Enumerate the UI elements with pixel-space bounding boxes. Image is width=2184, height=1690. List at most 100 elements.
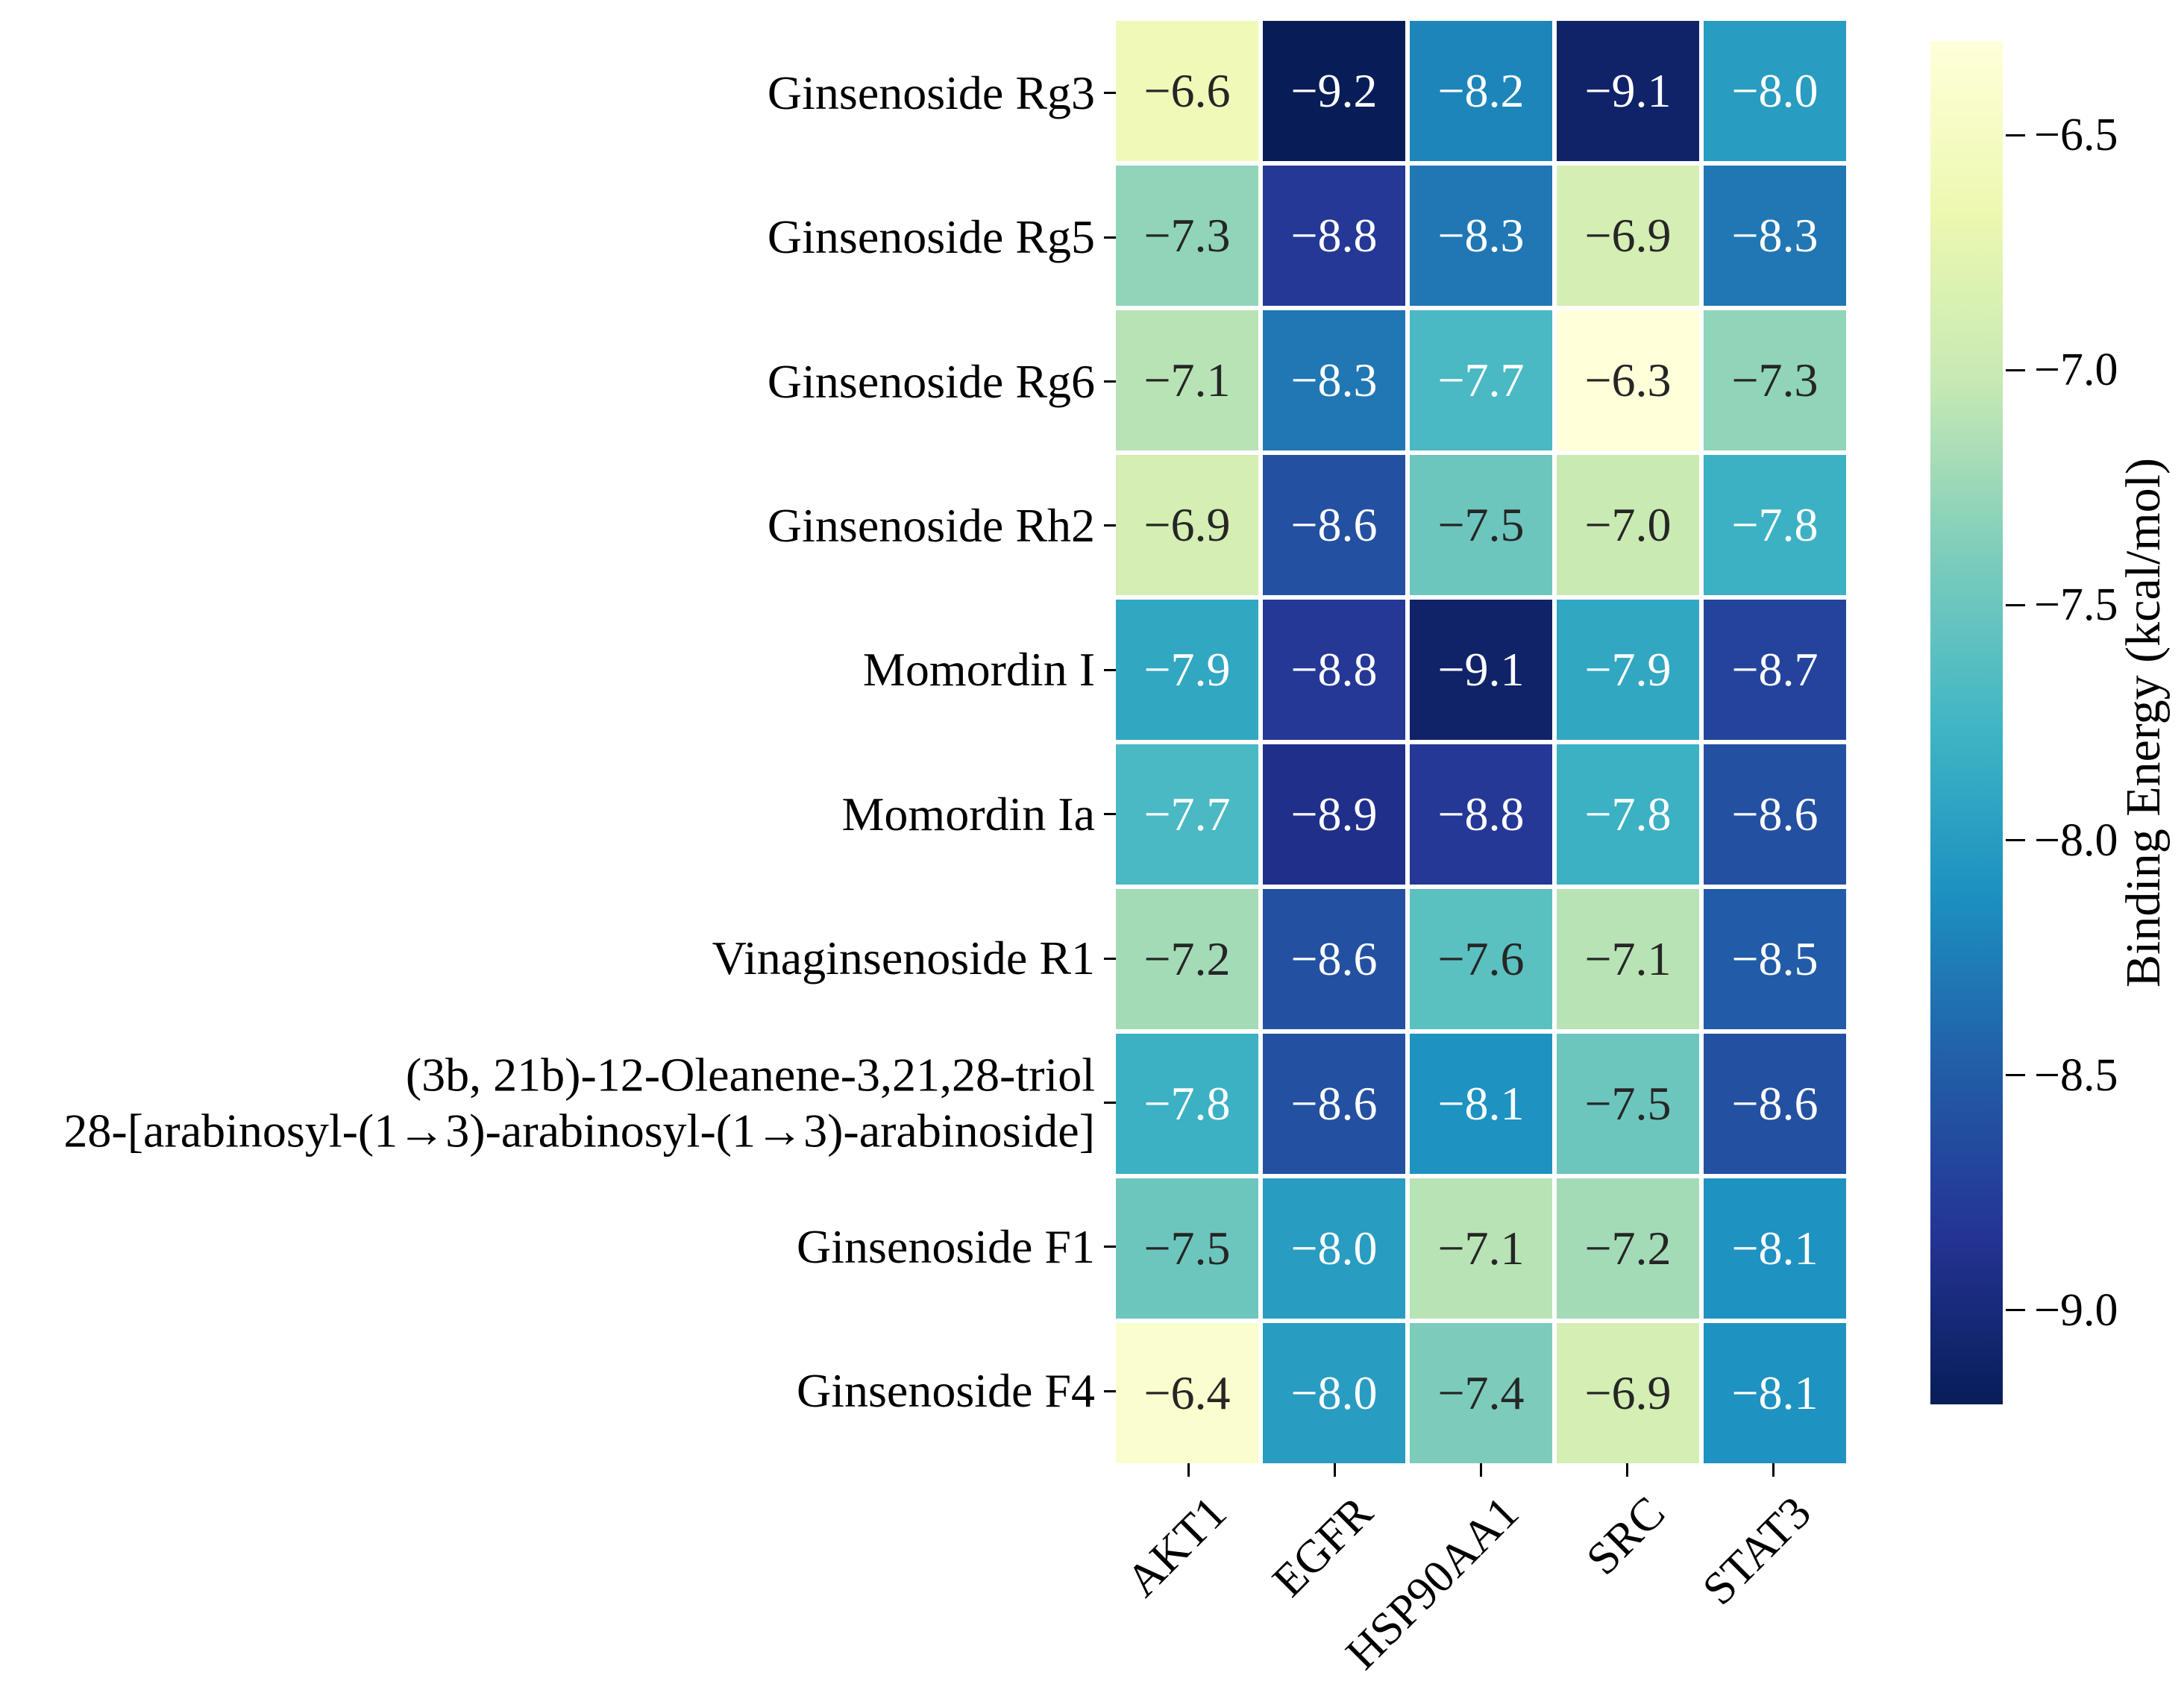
y-tick-mark <box>1104 236 1116 239</box>
cell-value: −7.5 <box>1143 1222 1231 1275</box>
heatmap-cell: −8.0 <box>1704 21 1846 161</box>
cell-value: −7.0 <box>1584 498 1672 551</box>
heatmap-cell: −8.8 <box>1410 744 1552 885</box>
heatmap-cell: −7.2 <box>1116 889 1258 1029</box>
row-label: Momordin I <box>862 643 1095 697</box>
y-tick-mark <box>1104 92 1116 95</box>
heatmap-cell: −8.7 <box>1704 600 1846 740</box>
cell-value: −7.3 <box>1143 209 1231 262</box>
colorbar-tick-mark <box>2006 1309 2025 1312</box>
cell-value: −7.8 <box>1143 1077 1231 1130</box>
y-tick-mark <box>1104 1389 1116 1392</box>
column-label: SRC <box>1577 1486 1675 1585</box>
heatmap-cell: −8.3 <box>1704 166 1846 306</box>
cell-value: −8.3 <box>1437 209 1525 262</box>
column-label: AKT1 <box>1117 1486 1237 1606</box>
cell-value: −8.5 <box>1731 932 1819 985</box>
row-label: Vinaginsenoside R1 <box>712 932 1095 985</box>
heatmap-cell: −7.9 <box>1557 600 1699 740</box>
heatmap-cell: −8.3 <box>1263 310 1405 450</box>
colorbar-tick-label: −7.0 <box>2034 345 2118 396</box>
column-label: EGFR <box>1263 1486 1383 1607</box>
heatmap-cell: −7.5 <box>1410 455 1552 595</box>
cell-value: −8.1 <box>1731 1366 1819 1419</box>
cell-value: −7.6 <box>1437 932 1525 985</box>
heatmap-cell: −8.9 <box>1263 744 1405 885</box>
cell-value: −7.1 <box>1437 1222 1525 1275</box>
cell-value: −8.6 <box>1290 498 1378 551</box>
heatmap-cell: −8.0 <box>1263 1323 1405 1463</box>
cell-value: −8.0 <box>1290 1222 1378 1275</box>
y-tick-mark <box>1104 813 1116 816</box>
cell-value: −9.1 <box>1437 643 1525 696</box>
cell-value: −8.8 <box>1437 788 1525 841</box>
heatmap-cell: −8.6 <box>1263 455 1405 595</box>
heatmap-cell: −7.5 <box>1557 1034 1699 1174</box>
cell-value: −7.2 <box>1143 932 1231 985</box>
cell-value: −9.1 <box>1584 64 1672 117</box>
heatmap-cell: −7.6 <box>1410 889 1552 1029</box>
heatmap-cell: −7.1 <box>1116 310 1258 450</box>
heatmap-cell: −7.5 <box>1116 1178 1258 1319</box>
cell-value: −8.0 <box>1290 1366 1378 1419</box>
heatmap-cell: −8.8 <box>1263 600 1405 740</box>
cell-value: −8.3 <box>1290 354 1378 406</box>
cell-value: −8.0 <box>1731 64 1819 117</box>
heatmap-cell: −9.1 <box>1557 21 1699 161</box>
cell-value: −8.6 <box>1731 1077 1819 1130</box>
cell-value: −7.1 <box>1584 932 1672 985</box>
colorbar-tick-label: −8.5 <box>2034 1049 2118 1101</box>
row-label: Ginsenoside F4 <box>797 1364 1095 1418</box>
y-tick-mark <box>1104 957 1116 960</box>
colorbar-tick-mark <box>2006 603 2025 606</box>
heatmap-cell: −6.9 <box>1557 166 1699 306</box>
heatmap-cell: −8.8 <box>1263 166 1405 306</box>
x-tick-mark <box>1334 1463 1337 1477</box>
y-tick-mark <box>1104 1245 1116 1248</box>
heatmap-cell: −8.6 <box>1704 744 1846 885</box>
heatmap-cell: −7.9 <box>1116 600 1258 740</box>
x-tick-mark <box>1772 1463 1775 1477</box>
cell-value: −8.1 <box>1731 1222 1819 1275</box>
heatmap-cell: −7.0 <box>1557 455 1699 595</box>
heatmap-cell: −8.1 <box>1704 1178 1846 1319</box>
y-tick-mark <box>1104 524 1116 527</box>
heatmap-cell: −8.1 <box>1410 1034 1552 1174</box>
row-label: Ginsenoside F1 <box>797 1220 1095 1274</box>
heatmap-cell: −6.4 <box>1116 1323 1258 1463</box>
colorbar-tick-label: −8.0 <box>2034 814 2118 866</box>
cell-value: −7.4 <box>1437 1366 1525 1419</box>
heatmap-cell: −7.8 <box>1116 1034 1258 1174</box>
cell-value: −6.9 <box>1584 1366 1672 1419</box>
column-label: STAT3 <box>1692 1486 1821 1615</box>
heatmap-cell: −8.0 <box>1263 1178 1405 1319</box>
y-tick-mark <box>1104 380 1116 383</box>
row-label: Momordin Ia <box>841 787 1096 841</box>
colorbar-gradient <box>1930 41 2003 1404</box>
cell-value: −7.5 <box>1437 498 1525 551</box>
heatmap-cell: −7.3 <box>1116 166 1258 306</box>
x-tick-mark <box>1187 1463 1190 1477</box>
heatmap-cell: −7.1 <box>1410 1178 1552 1319</box>
heatmap-cell: −8.1 <box>1704 1323 1846 1463</box>
heatmap-cell: −6.9 <box>1116 455 1258 595</box>
cell-value: −6.9 <box>1143 498 1231 551</box>
heatmap-cell: −8.2 <box>1410 21 1552 161</box>
colorbar-tick-mark <box>2006 368 2025 371</box>
colorbar-tick-label: −7.5 <box>2034 579 2118 631</box>
cell-value: −7.3 <box>1731 354 1819 406</box>
heatmap-cell: −7.7 <box>1116 744 1258 885</box>
colorbar-tick-mark <box>2006 133 2025 136</box>
heatmap-cell: −8.3 <box>1410 166 1552 306</box>
row-label: Ginsenoside Rg6 <box>767 354 1095 408</box>
heatmap-cell: −7.7 <box>1410 310 1552 450</box>
cell-value: −8.6 <box>1731 788 1819 841</box>
cell-value: −8.2 <box>1437 64 1525 117</box>
cell-value: −6.6 <box>1143 64 1231 117</box>
colorbar-tick-mark <box>2006 1074 2025 1077</box>
colorbar-tick-mark <box>2006 839 2025 842</box>
row-label: Ginsenoside Rg3 <box>767 66 1095 119</box>
cell-value: −8.1 <box>1437 1077 1525 1130</box>
cell-value: −7.8 <box>1731 498 1819 551</box>
row-label: Ginsenoside Rh2 <box>767 499 1095 553</box>
